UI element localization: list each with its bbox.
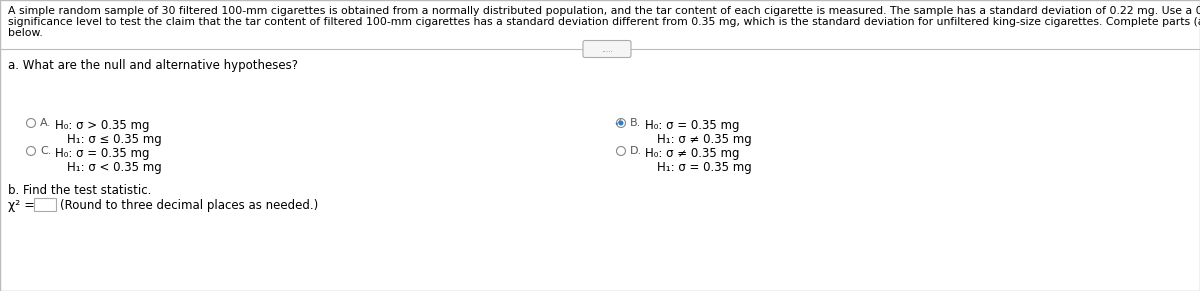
Circle shape	[26, 146, 36, 155]
Text: H₁: σ ≤ 0.35 mg: H₁: σ ≤ 0.35 mg	[67, 132, 162, 146]
Text: significance level to test the claim that the tar content of filtered 100-mm cig: significance level to test the claim tha…	[8, 17, 1200, 27]
Circle shape	[26, 118, 36, 127]
Text: H₀: σ = 0.35 mg: H₀: σ = 0.35 mg	[55, 146, 150, 159]
Text: D.: D.	[630, 146, 642, 157]
Text: C.: C.	[40, 146, 52, 157]
Text: H₁: σ = 0.35 mg: H₁: σ = 0.35 mg	[658, 161, 751, 173]
Text: B.: B.	[630, 118, 641, 129]
Circle shape	[618, 120, 624, 125]
FancyBboxPatch shape	[583, 40, 631, 58]
Circle shape	[617, 146, 625, 155]
Circle shape	[617, 118, 625, 127]
Text: ✓: ✓	[613, 118, 623, 128]
Text: A simple random sample of 30 filtered 100-mm cigarettes is obtained from a norma: A simple random sample of 30 filtered 10…	[8, 6, 1200, 16]
Text: A.: A.	[40, 118, 50, 129]
Text: b. Find the test statistic.: b. Find the test statistic.	[8, 184, 151, 197]
Text: H₀: σ > 0.35 mg: H₀: σ > 0.35 mg	[55, 118, 150, 132]
Text: H₀: σ ≠ 0.35 mg: H₀: σ ≠ 0.35 mg	[646, 146, 739, 159]
Text: .....: .....	[601, 45, 613, 54]
Text: (Round to three decimal places as needed.): (Round to three decimal places as needed…	[60, 199, 318, 212]
FancyBboxPatch shape	[34, 198, 56, 211]
Text: below.: below.	[8, 28, 43, 38]
Text: H₁: σ ≠ 0.35 mg: H₁: σ ≠ 0.35 mg	[658, 132, 751, 146]
Text: a. What are the null and alternative hypotheses?: a. What are the null and alternative hyp…	[8, 59, 298, 72]
Text: H₁: σ < 0.35 mg: H₁: σ < 0.35 mg	[67, 161, 162, 173]
Text: χ² =: χ² =	[8, 199, 35, 212]
Text: H₀: σ = 0.35 mg: H₀: σ = 0.35 mg	[646, 118, 739, 132]
